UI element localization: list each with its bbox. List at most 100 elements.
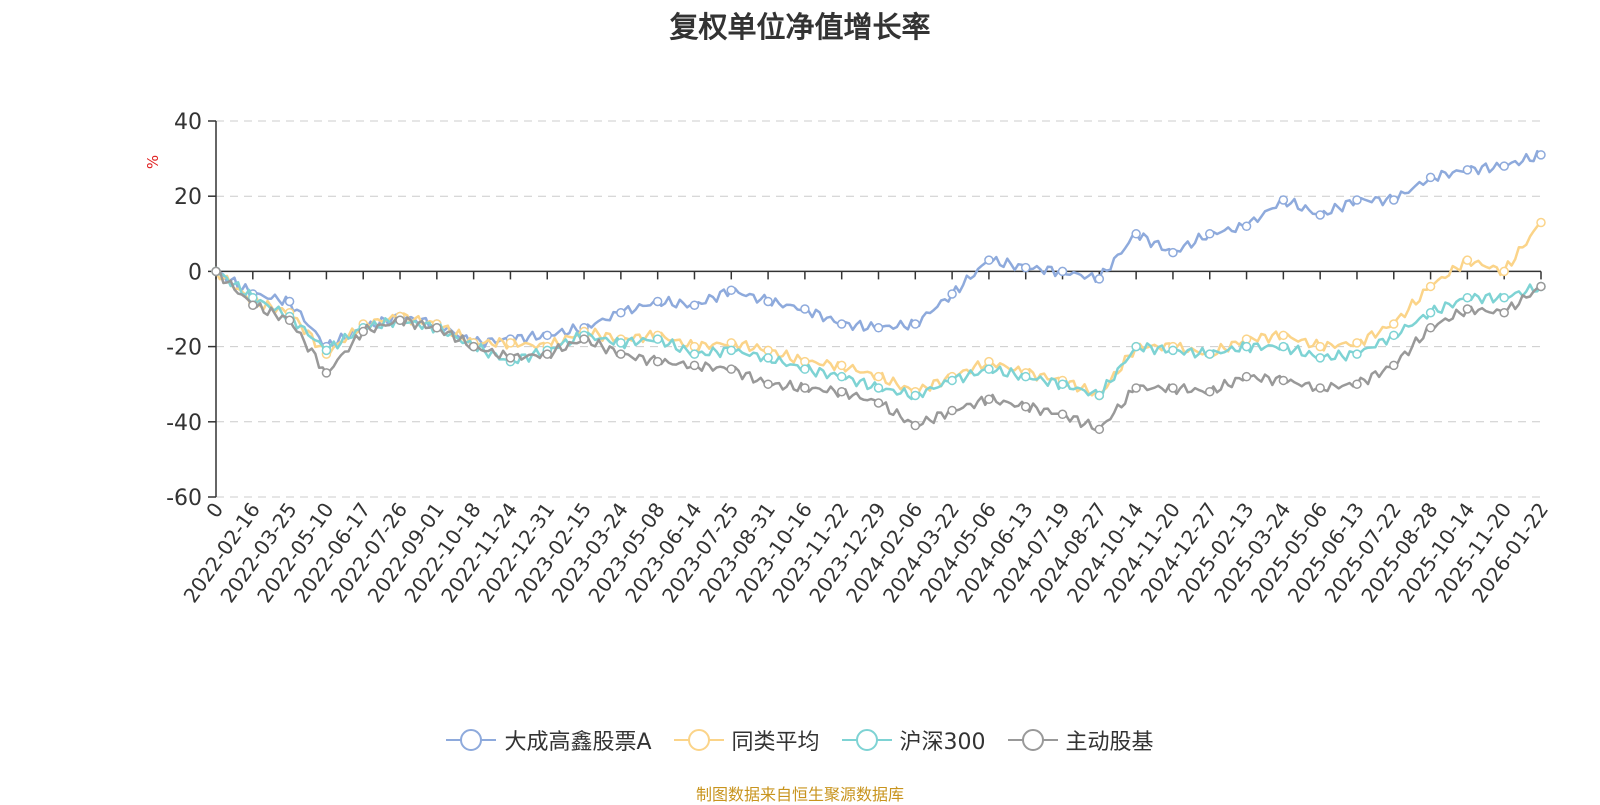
y-tick-label: -60 (166, 486, 202, 511)
data-point (616, 349, 626, 359)
data-point (1499, 266, 1509, 277)
data-point (1241, 371, 1252, 382)
legend-item-hs300[interactable]: 沪深300 (841, 724, 986, 756)
data-point (1278, 375, 1289, 386)
data-point (763, 379, 773, 389)
data-point (284, 296, 295, 307)
data-point (395, 315, 405, 326)
data-point (1462, 304, 1473, 314)
legend-item-peer-average[interactable]: 同类平均 (673, 724, 820, 756)
data-point (1352, 379, 1362, 389)
data-point (1352, 349, 1362, 359)
data-point (505, 353, 516, 363)
legend-marker-icon (841, 729, 892, 751)
data-point (947, 405, 957, 416)
data-point (1205, 229, 1215, 239)
y-tick-label: 20 (174, 185, 202, 210)
data-point (284, 315, 295, 326)
data-point (1168, 345, 1178, 356)
data-point (689, 349, 700, 359)
data-point (726, 364, 737, 374)
data-point (1462, 292, 1473, 303)
data-point (1536, 217, 1546, 228)
data-point (763, 353, 773, 363)
y-tick-label: -40 (166, 411, 202, 436)
data-point (1205, 349, 1215, 359)
data-point (1462, 255, 1473, 265)
y-tick-label: 0 (188, 260, 202, 285)
data-point (1425, 323, 1436, 333)
data-point (1020, 262, 1031, 273)
legend-label: 主动股基 (1065, 730, 1154, 755)
data-point (689, 300, 700, 310)
data-point (1315, 353, 1325, 363)
legend: 大成高鑫股票A 同类平均 沪深300 主动股基 (0, 724, 1600, 756)
legend-item-fund[interactable]: 大成高鑫股票A (446, 724, 652, 756)
chart-title: 复权单位净值增长率 (669, 10, 931, 44)
data-point (616, 308, 626, 318)
data-point (1499, 292, 1509, 303)
legend-item-active-equity[interactable]: 主动股基 (1007, 724, 1154, 756)
data-point (1057, 266, 1068, 277)
data-point (1131, 341, 1141, 352)
data-point (1315, 210, 1325, 220)
data-point (248, 300, 258, 310)
data-point (984, 364, 994, 374)
x-tick-label: 0 (201, 498, 228, 522)
data-point (836, 371, 847, 382)
series-lines (211, 149, 1546, 435)
grid-lines (216, 120, 1541, 498)
data-point (1131, 229, 1141, 239)
data-point (1425, 281, 1436, 292)
legend-label: 沪深300 (899, 730, 986, 755)
data-point (1057, 409, 1068, 420)
data-point (321, 368, 332, 378)
data-point (910, 319, 921, 329)
data-point (1536, 150, 1546, 160)
data-point (1352, 338, 1362, 348)
data-point (910, 420, 921, 431)
data-point (1499, 308, 1509, 318)
data-point (800, 383, 810, 393)
source-note: 制图数据来自恒生聚源数据库 (695, 785, 904, 804)
legend-marker-icon (1007, 729, 1058, 751)
y-tick-label: 40 (174, 110, 202, 135)
data-point (1462, 165, 1473, 175)
data-point (1315, 383, 1325, 393)
data-point (505, 338, 516, 348)
data-point (432, 323, 442, 333)
data-point (836, 319, 847, 329)
data-point (1131, 383, 1141, 393)
legend-label: 大成高鑫股票A (504, 730, 652, 755)
data-point (652, 356, 663, 367)
data-point (726, 345, 737, 356)
data-point (1352, 195, 1362, 205)
data-point (1094, 390, 1105, 401)
data-point (1389, 360, 1399, 371)
data-point (873, 398, 884, 408)
data-point (1278, 195, 1289, 205)
data-point (689, 360, 700, 371)
data-point (652, 334, 663, 344)
data-point (321, 345, 332, 356)
data-point (947, 375, 957, 386)
data-point (542, 349, 552, 359)
data-point (873, 371, 884, 382)
data-point (211, 266, 221, 277)
data-point (1389, 195, 1399, 205)
y-axis-unit-label: % (144, 155, 162, 169)
data-point (873, 383, 884, 393)
data-point (1057, 379, 1068, 389)
data-point (1315, 341, 1325, 352)
data-point (1536, 281, 1546, 292)
data-point (1499, 161, 1509, 171)
data-point (984, 255, 994, 265)
data-point (1425, 308, 1436, 318)
data-point (468, 341, 479, 352)
data-point (542, 330, 552, 341)
data-point (652, 296, 663, 307)
legend-marker-icon (446, 729, 497, 751)
y-tick-label: -20 (166, 336, 202, 361)
data-point (836, 386, 847, 397)
data-point (1425, 172, 1436, 183)
